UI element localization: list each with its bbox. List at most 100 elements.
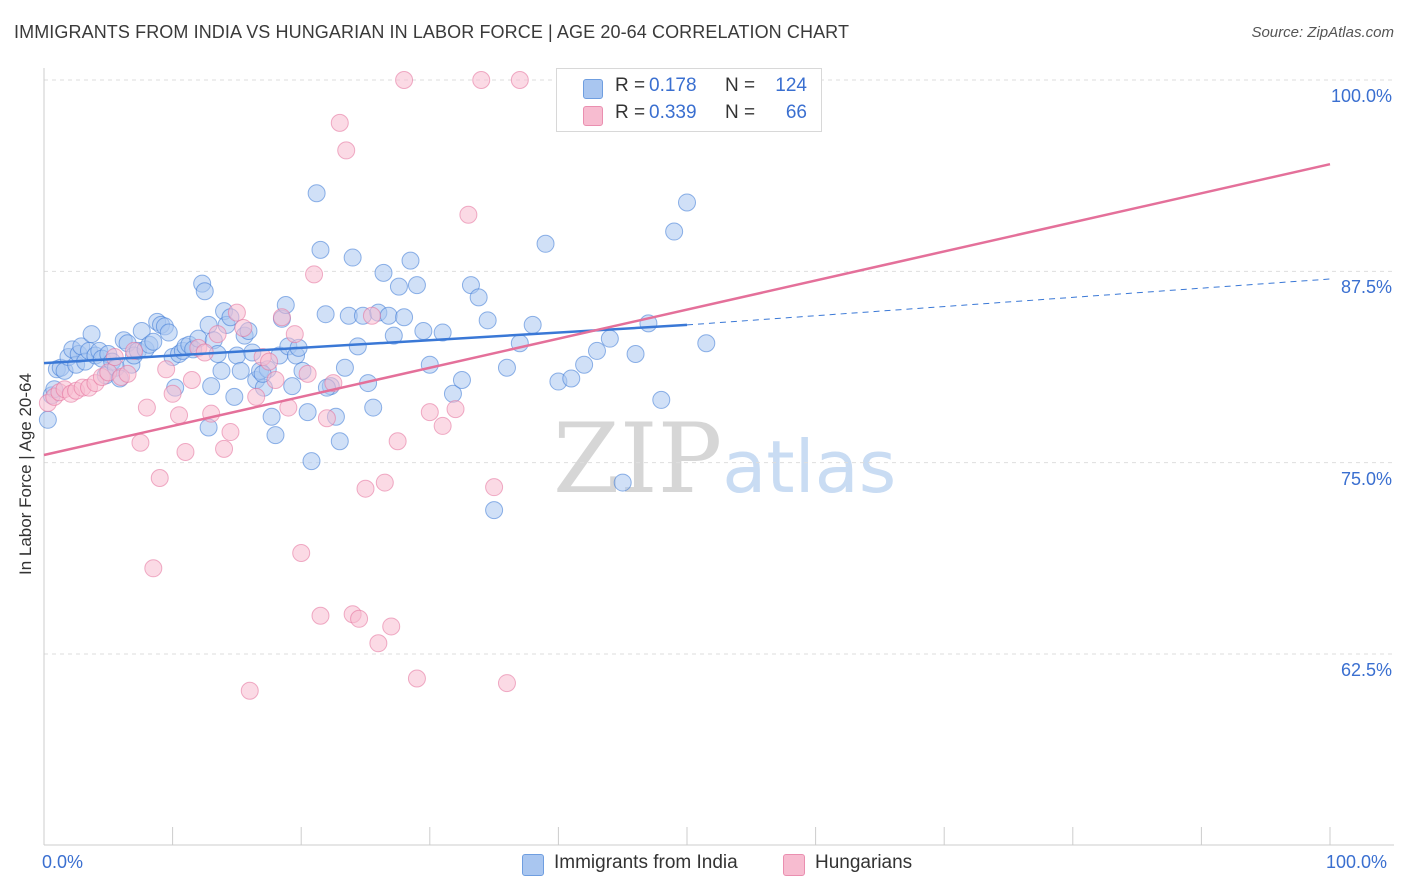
point-india [266, 426, 285, 445]
point-hungarian [305, 265, 324, 284]
point-india [283, 377, 302, 396]
legend-r-value: 0.339 [649, 102, 697, 123]
point-hungarian [510, 71, 529, 89]
point-hungarian [369, 634, 388, 653]
point-india [665, 222, 684, 241]
point-hungarian [215, 439, 234, 458]
point-india [212, 361, 231, 380]
point-hungarian [337, 141, 356, 160]
point-hungarian [298, 364, 317, 383]
watermark: ZIPatlas [553, 403, 896, 515]
y-tick-label: 87.5% [1340, 277, 1392, 298]
point-hungarian [356, 479, 375, 498]
y-tick-label: 100.0% [1330, 86, 1392, 106]
point-india [384, 326, 403, 345]
point-hungarian [125, 341, 144, 360]
point-india [202, 377, 221, 396]
point-hungarian [395, 71, 414, 89]
point-india [302, 452, 321, 471]
point-india [195, 282, 214, 301]
point-hungarian [144, 559, 163, 578]
trendline-hungarian [43, 162, 1331, 457]
point-hungarian [459, 205, 478, 224]
point-india [348, 337, 367, 356]
point-hungarian [292, 543, 311, 562]
point-india [82, 325, 101, 344]
point-india [562, 369, 581, 388]
point-hungarian [170, 406, 189, 425]
point-india [225, 387, 244, 406]
point-india [626, 344, 645, 363]
point-india [678, 193, 696, 212]
point-india [231, 361, 250, 380]
point-india [407, 276, 426, 295]
point-india [613, 473, 632, 492]
point-hungarian [105, 348, 124, 367]
point-india [395, 308, 414, 327]
point-hungarian [420, 403, 439, 422]
point-india [485, 501, 504, 520]
point-india [262, 407, 281, 426]
point-india [343, 248, 362, 267]
x-tick-label-max: 100.0% [1326, 852, 1388, 872]
y-tick-label: 75.0% [1340, 468, 1392, 489]
point-hungarian [446, 400, 465, 419]
point-india [335, 358, 354, 377]
point-hungarian [182, 371, 201, 390]
legend-r-value: 0.178 [649, 75, 697, 96]
y-tick-label: 62.5% [1340, 660, 1392, 680]
legend-row-india: R = 0.178 N = 124 [557, 75, 821, 103]
point-india [452, 371, 471, 390]
point-india [469, 288, 488, 307]
point-india [600, 329, 619, 348]
point-india [401, 251, 420, 270]
point-india [587, 341, 606, 360]
point-hungarian [118, 364, 137, 383]
point-hungarian [317, 409, 336, 428]
point-india [311, 240, 330, 259]
point-hungarian [272, 308, 291, 327]
bottom-legend-swatch-hungarian [783, 854, 805, 876]
point-hungarian [433, 416, 452, 435]
bottom-legend-label-india: Immigrants from India [554, 852, 738, 873]
x-tick-label-min: 0.0% [42, 852, 84, 872]
point-india [132, 322, 151, 341]
point-hungarian [485, 478, 504, 497]
point-india [536, 234, 555, 253]
correlation-legend: R = 0.178 N = 124 R = 0.339 N = 66 [556, 68, 822, 132]
trendline-india [43, 323, 688, 365]
point-india [433, 323, 452, 342]
bottom-legend-label-hungarian: Hungarians [815, 852, 913, 873]
point-india [575, 355, 594, 374]
source-label: Source: ZipAtlas.com [1251, 24, 1394, 41]
point-india [379, 306, 398, 325]
point-hungarian [240, 681, 259, 700]
point-india [420, 355, 439, 374]
point-hungarian [350, 609, 369, 628]
point-hungarian [208, 325, 227, 344]
point-hungarian [137, 398, 156, 417]
point-hungarian [221, 423, 240, 442]
point-hungarian [362, 306, 381, 325]
legend-n-label: N = [725, 75, 756, 96]
point-india [389, 277, 408, 296]
point-india [497, 358, 516, 377]
legend-swatch-hungarian [583, 106, 603, 126]
point-india [478, 311, 497, 330]
legend-n-label: N = [725, 102, 756, 123]
point-india [38, 410, 57, 429]
point-hungarian [285, 325, 304, 344]
point-hungarian [176, 442, 195, 461]
y-axis-label: In Labor Force | Age 20-64 [16, 373, 35, 575]
point-india [414, 322, 433, 341]
point-india [144, 332, 163, 351]
point-india [374, 263, 393, 282]
point-hungarian [375, 473, 394, 492]
legend-swatch-india [583, 79, 603, 99]
point-india [159, 323, 178, 342]
point-hungarian [266, 371, 285, 390]
point-hungarian [131, 433, 150, 452]
point-hungarian [497, 674, 516, 693]
point-hungarian [157, 360, 176, 379]
